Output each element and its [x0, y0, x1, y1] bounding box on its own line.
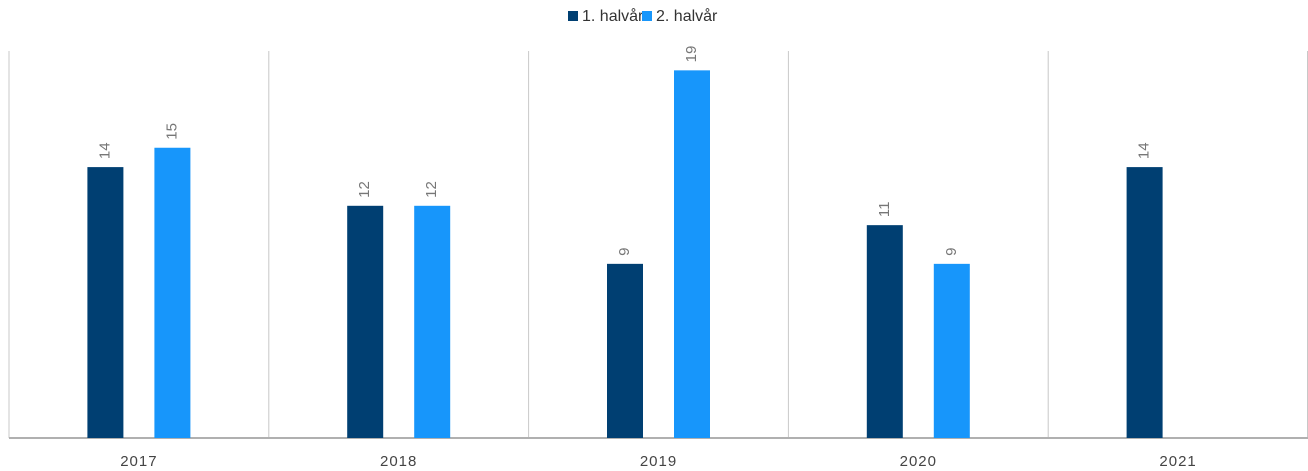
- legend-swatch: [642, 11, 652, 21]
- bar: [87, 167, 124, 438]
- bar: [933, 263, 970, 438]
- x-tick-label: 2019: [640, 453, 677, 470]
- bar: [1126, 167, 1163, 438]
- legend-label: 1. halvår: [582, 7, 644, 25]
- bar: [607, 263, 643, 438]
- x-tick-label: 2021: [1159, 453, 1196, 470]
- x-tick-label: 2020: [900, 453, 937, 470]
- value-label: 9: [616, 248, 633, 256]
- value-label: 12: [356, 181, 373, 198]
- bar: [154, 147, 191, 438]
- bar: [414, 205, 451, 438]
- bar: [347, 205, 384, 438]
- value-label: 9: [943, 248, 960, 256]
- value-label: 15: [163, 123, 180, 140]
- legend-label: 2. halvår: [656, 7, 718, 25]
- value-label: 14: [1136, 142, 1153, 159]
- legend-swatch: [568, 11, 578, 21]
- x-tick-label: 2018: [380, 453, 417, 470]
- value-label: 11: [876, 202, 893, 218]
- bar: [866, 225, 903, 438]
- value-label: 19: [683, 46, 700, 63]
- value-label: 14: [96, 142, 113, 159]
- x-tick-label: 2017: [120, 453, 157, 470]
- value-label: 12: [423, 181, 440, 198]
- bar: [674, 70, 710, 438]
